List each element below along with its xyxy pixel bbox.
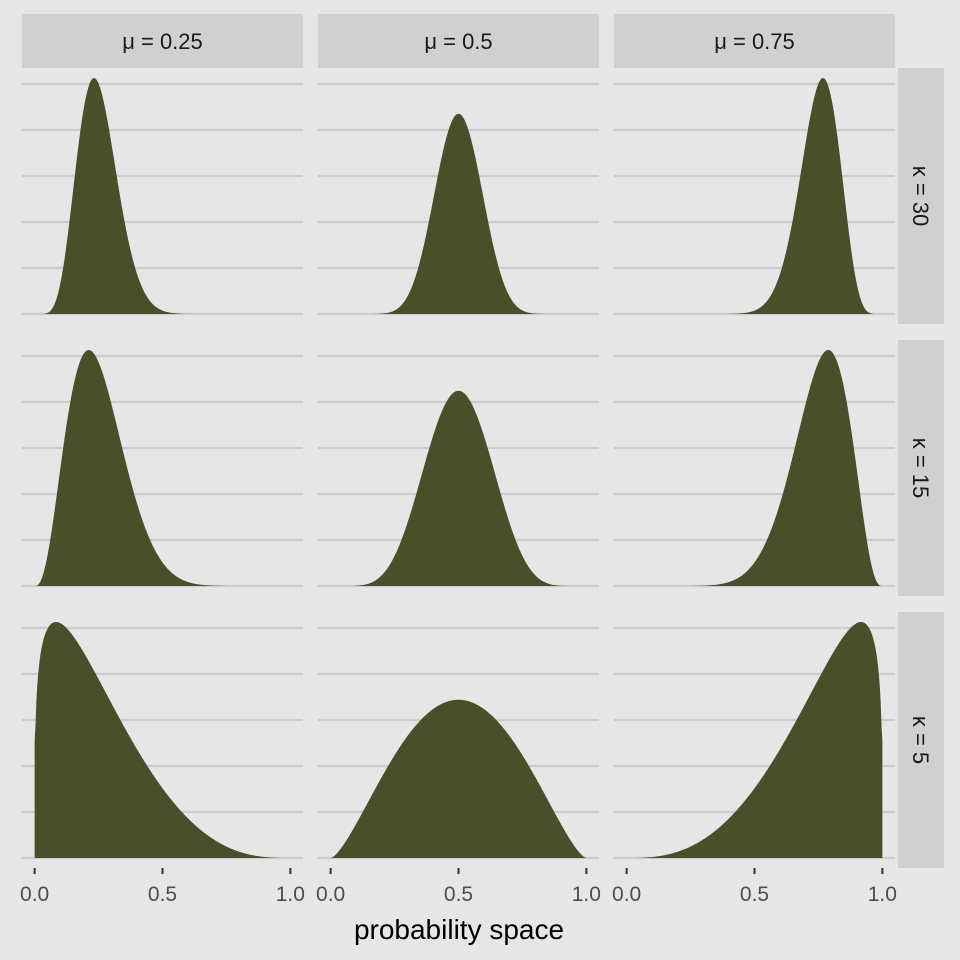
row-strip-label: κ = 30 — [908, 166, 933, 227]
facet-panel — [318, 340, 599, 596]
density-area — [626, 350, 883, 586]
facet-panel — [318, 612, 599, 868]
density-area — [34, 622, 291, 858]
facet-panel — [614, 612, 895, 868]
row-strip — [898, 68, 944, 324]
x-tick-label: 1.0 — [868, 883, 897, 906]
x-tick-label: 0.5 — [444, 883, 473, 906]
row-strip — [898, 340, 944, 596]
x-tick-label: 0.0 — [612, 883, 641, 906]
column-strips: μ = 0.25 μ = 0.5 μ = 0.75 — [22, 14, 895, 68]
column-strip-label: μ = 0.25 — [122, 29, 203, 54]
density-area — [34, 350, 291, 586]
density-area — [330, 390, 587, 586]
x-axes: 0.0 0.5 1.0 0.0 0.5 1.0 0.0 0.5 1.0 — [20, 868, 897, 906]
row-strips: κ = 30 κ = 15 κ = 5 — [898, 68, 944, 868]
x-tick-label: 1.0 — [276, 883, 305, 906]
column-strip — [318, 14, 599, 68]
x-tick-label: 0.0 — [316, 883, 345, 906]
column-strip-label: μ = 0.5 — [424, 29, 492, 54]
x-tick-label: 0.5 — [740, 883, 769, 906]
column-strip — [614, 14, 895, 68]
density-area — [34, 78, 291, 315]
row-strip-label: κ = 15 — [908, 438, 933, 499]
density-area — [626, 78, 883, 315]
column-strip-label: μ = 0.75 — [714, 29, 795, 54]
facet-panel — [614, 340, 895, 596]
facet-panel — [614, 68, 895, 324]
column-strip — [22, 14, 303, 68]
density-area — [626, 622, 883, 858]
density-area — [330, 699, 587, 858]
x-axis-title: probability space — [354, 914, 564, 945]
facet-panel — [22, 612, 303, 868]
facet-panel — [318, 68, 599, 324]
x-tick-label: 0.5 — [148, 883, 177, 906]
x-tick-label: 0.0 — [20, 883, 49, 906]
row-strip — [898, 612, 944, 868]
facet-panels — [22, 68, 895, 868]
x-tick-label: 1.0 — [572, 883, 601, 906]
density-area — [330, 113, 587, 314]
row-strip-label: κ = 5 — [908, 716, 933, 764]
facet-panel — [22, 340, 303, 596]
facet-panel — [22, 68, 303, 324]
